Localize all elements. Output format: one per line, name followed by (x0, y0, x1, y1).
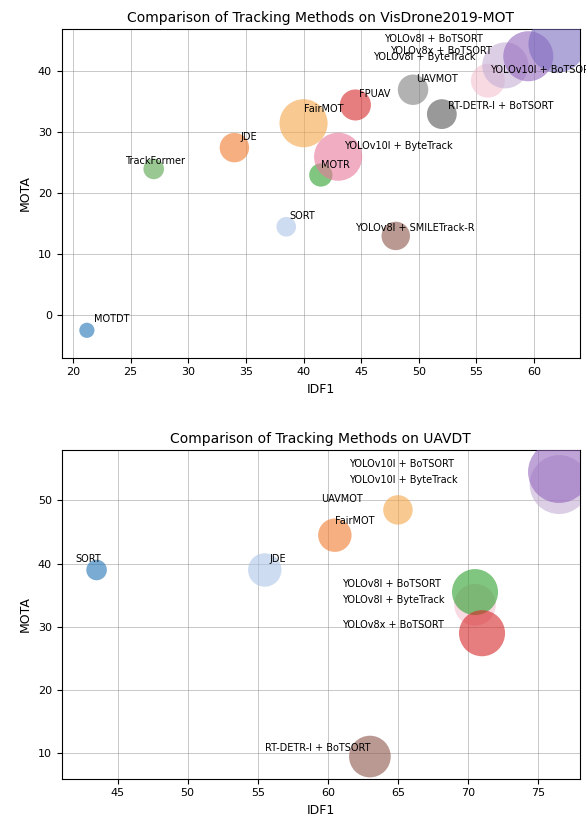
Point (408, 83, 418, 96)
Point (524, 49, 533, 63)
Text: UAVMOT: UAVMOT (321, 494, 363, 503)
Text: YOLOv8x + BoTSORT: YOLOv8x + BoTSORT (342, 620, 444, 630)
Point (92, 564, 101, 577)
Point (554, 478, 564, 491)
Text: FairMOT: FairMOT (304, 104, 343, 114)
Text: UAVMOT: UAVMOT (417, 73, 458, 84)
Text: FairMOT: FairMOT (335, 516, 374, 526)
Text: YOLOv10l + ByteTrack: YOLOv10l + ByteTrack (344, 141, 452, 151)
Text: SORT: SORT (76, 554, 101, 564)
Point (299, 117, 308, 130)
Text: YOLOv10l + ByteTrack: YOLOv10l + ByteTrack (349, 475, 458, 485)
Point (149, 162, 158, 176)
Point (260, 564, 270, 577)
Point (553, 37, 562, 50)
Text: YOLOv8l + BoTSORT: YOLOv8l + BoTSORT (342, 579, 441, 589)
Text: TrackFormer: TrackFormer (125, 156, 185, 166)
Title: Comparison of Tracking Methods on VisDrone2019-MOT: Comparison of Tracking Methods on VisDro… (127, 11, 515, 25)
Title: Comparison of Tracking Methods on UAVDT: Comparison of Tracking Methods on UAVDT (171, 432, 471, 446)
Text: YOLOv8l + SMILETrack-R: YOLOv8l + SMILETrack-R (355, 222, 475, 233)
Text: MOTDT: MOTDT (94, 314, 130, 324)
Point (330, 528, 339, 541)
Point (393, 503, 403, 517)
Point (316, 168, 326, 181)
Text: SORT: SORT (289, 211, 315, 221)
Point (281, 220, 291, 233)
Point (500, 59, 510, 72)
Y-axis label: MOTA: MOTA (19, 597, 32, 632)
Text: YOLOv10l + BoTSORT: YOLOv10l + BoTSORT (349, 459, 454, 469)
Point (554, 466, 564, 479)
Text: RT-DETR-l + BoTSORT: RT-DETR-l + BoTSORT (265, 743, 370, 753)
Text: YOLOv8l + ByteTrack: YOLOv8l + ByteTrack (342, 595, 444, 605)
Text: YOLOv8x + BoTSORT: YOLOv8x + BoTSORT (390, 46, 492, 56)
Point (391, 229, 400, 242)
Text: YOLOv10l + BoTSORT: YOLOv10l + BoTSORT (490, 64, 586, 74)
Text: RT-DETR-l + BoTSORT: RT-DETR-l + BoTSORT (448, 101, 553, 111)
X-axis label: IDF1: IDF1 (306, 804, 335, 817)
Point (471, 586, 480, 599)
Point (483, 74, 493, 87)
Point (471, 598, 480, 611)
Text: MOTR: MOTR (321, 160, 350, 170)
Text: FPUAV: FPUAV (359, 89, 390, 99)
Text: YOLOv8l + BoTSORT: YOLOv8l + BoTSORT (384, 34, 483, 44)
Text: JDE: JDE (269, 554, 285, 564)
Point (230, 141, 239, 154)
Point (437, 107, 447, 120)
Point (333, 150, 343, 163)
Point (478, 626, 487, 639)
Text: JDE: JDE (240, 132, 257, 142)
Point (350, 98, 360, 111)
Point (82, 324, 91, 337)
Point (365, 750, 374, 763)
Text: YOLOv8l + ByteTrack: YOLOv8l + ByteTrack (373, 53, 475, 63)
X-axis label: IDF1: IDF1 (306, 383, 335, 396)
Y-axis label: MOTA: MOTA (19, 176, 32, 211)
